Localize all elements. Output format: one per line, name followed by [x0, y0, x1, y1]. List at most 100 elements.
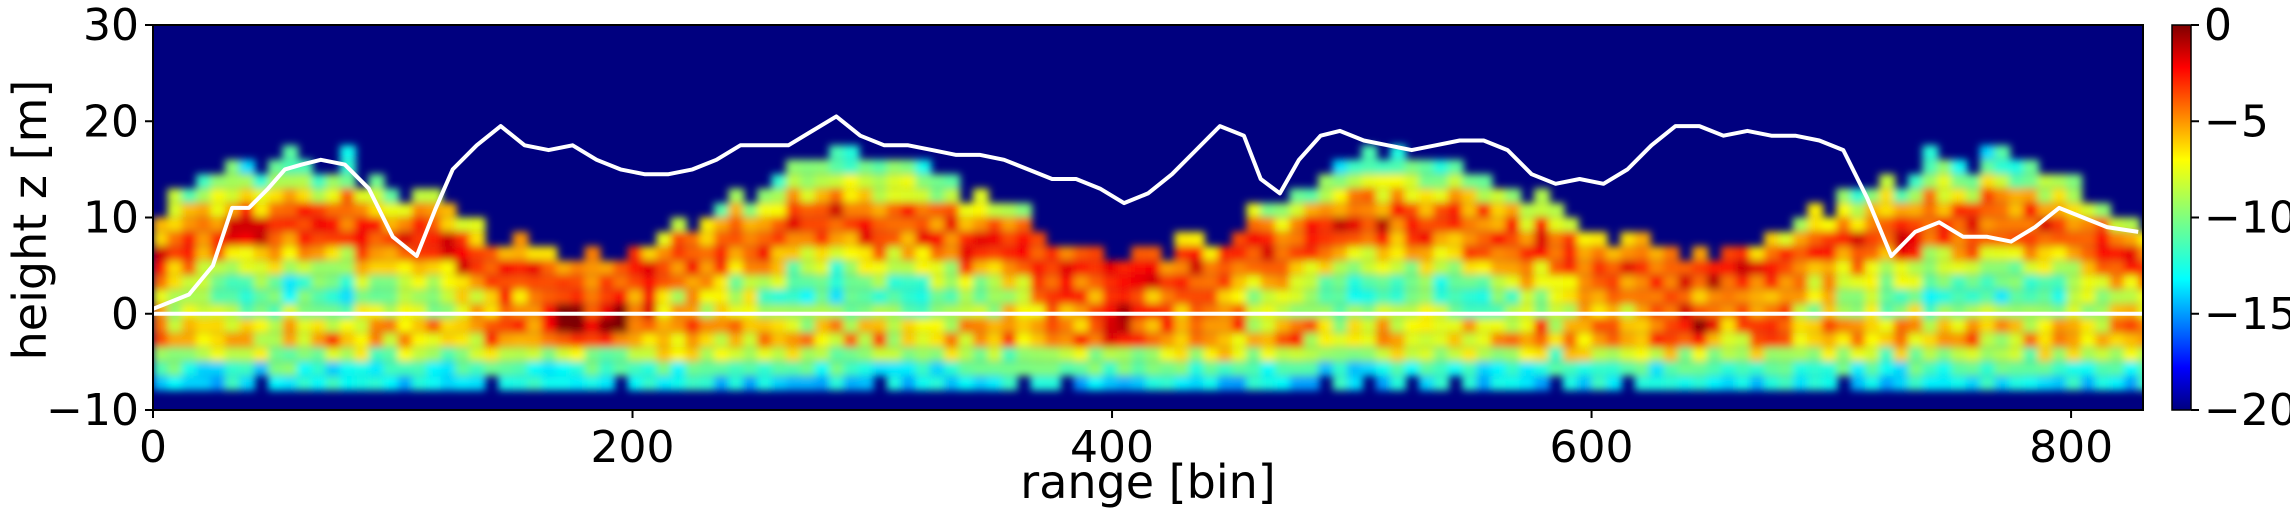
- heatmap-cell: [311, 188, 328, 203]
- heatmap-cell: [714, 260, 731, 275]
- heatmap-cell: [1936, 304, 1953, 319]
- heatmap-cell: [642, 347, 659, 362]
- heatmap-cell: [1447, 361, 1464, 376]
- heatmap-cell: [325, 361, 342, 376]
- heatmap-cell: [325, 333, 342, 347]
- heatmap-cell: [1792, 246, 1809, 261]
- heatmap-cell: [1404, 347, 1421, 362]
- heatmap-cell: [1792, 289, 1809, 304]
- heatmap-cell: [2066, 260, 2083, 275]
- heatmap-cell: [181, 246, 198, 261]
- heatmap-cell: [354, 376, 371, 391]
- heatmap-cell: [584, 289, 601, 304]
- heatmap-cell: [555, 289, 572, 304]
- heatmap-cell: [901, 159, 918, 174]
- heatmap-cell: [196, 246, 213, 261]
- heatmap-cell: [368, 217, 385, 232]
- heatmap-cell: [944, 260, 961, 275]
- heatmap-cell: [2066, 347, 2083, 362]
- heatmap-cell: [1361, 188, 1378, 203]
- heatmap-cell: [153, 289, 169, 304]
- heatmap-cell: [1347, 159, 1363, 174]
- heatmap-cell: [757, 188, 774, 203]
- heatmap-cell: [972, 203, 989, 218]
- heatmap-cell: [929, 203, 946, 218]
- heatmap-cell: [714, 333, 731, 347]
- heatmap-cell: [1275, 217, 1292, 232]
- heatmap-cell: [742, 289, 759, 304]
- heatmap-cell: [1749, 347, 1766, 362]
- heatmap-cell: [1792, 318, 1809, 333]
- heatmap-cell: [670, 275, 687, 290]
- heatmap-cell: [800, 231, 817, 246]
- heatmap-cell: [196, 361, 213, 376]
- heatmap-cell: [311, 361, 328, 376]
- heatmap-cell: [1620, 246, 1637, 261]
- heatmap-cell: [1375, 174, 1392, 189]
- heatmap-cell: [1591, 260, 1608, 275]
- heatmap-cell: [800, 347, 817, 362]
- heatmap-cell: [340, 376, 357, 391]
- heatmap-cell: [1375, 289, 1392, 304]
- heatmap-cell: [2095, 246, 2112, 261]
- heatmap-cell: [440, 289, 457, 304]
- heatmap-cell: [1663, 246, 1680, 261]
- heatmap-cell: [2109, 376, 2126, 391]
- heatmap-cell: [800, 304, 817, 319]
- heatmap-cell: [901, 376, 918, 391]
- heatmap-cell: [1677, 289, 1694, 304]
- heatmap-cell: [915, 217, 932, 232]
- heatmap-cell: [1332, 203, 1349, 218]
- heatmap-cell: [455, 289, 472, 304]
- heatmap-cell: [411, 217, 428, 232]
- heatmap-cell: [1505, 304, 1522, 319]
- heatmap-cell: [1361, 246, 1378, 261]
- heatmap-cell: [1490, 304, 1507, 319]
- heatmap-cell: [1663, 376, 1680, 391]
- heatmap-cell: [2109, 231, 2126, 246]
- heatmap-cell: [929, 318, 946, 333]
- heatmap-cell: [1318, 260, 1335, 275]
- heatmap-cell: [944, 275, 961, 290]
- heatmap-cell: [2066, 289, 2083, 304]
- heatmap-cell: [483, 304, 500, 319]
- heatmap-cell: [757, 231, 774, 246]
- heatmap-cell: [656, 376, 673, 391]
- heatmap-cell: [1447, 174, 1464, 189]
- heatmap-cell: [1102, 318, 1119, 333]
- heatmap-cell: [555, 376, 572, 391]
- heatmap-cell: [1692, 347, 1709, 362]
- heatmap-cell: [829, 333, 846, 347]
- heatmap-cell: [455, 333, 472, 347]
- heatmap-cell: [1016, 318, 1033, 333]
- heatmap-cell: [426, 347, 443, 362]
- heatmap-cell: [972, 260, 989, 275]
- heatmap-cell: [153, 246, 169, 261]
- heatmap-cell: [1836, 361, 1853, 376]
- heatmap-cell: [1347, 289, 1363, 304]
- heatmap-cell: [857, 289, 874, 304]
- heatmap-cell: [929, 289, 946, 304]
- heatmap-cell: [2023, 318, 2040, 333]
- heatmap-cell: [958, 260, 975, 275]
- heatmap-cell: [2051, 246, 2068, 261]
- heatmap-cell: [1922, 145, 1939, 160]
- heatmap-cell: [728, 203, 745, 218]
- heatmap-cell: [1260, 304, 1277, 319]
- heatmap-cell: [800, 159, 817, 174]
- heatmap-cell: [1548, 289, 1565, 304]
- heatmap-cell: [1030, 333, 1047, 347]
- heatmap-cell: [167, 260, 184, 275]
- heatmap-cell: [1979, 159, 1996, 174]
- heatmap-cell: [2138, 347, 2143, 362]
- heatmap-cell: [1951, 361, 1968, 376]
- heatmap-cell: [1203, 361, 1220, 376]
- heatmap-cell: [785, 246, 802, 261]
- heatmap-cell: [1663, 333, 1680, 347]
- heatmap-cell: [742, 318, 759, 333]
- heatmap-cell: [455, 361, 472, 376]
- heatmap-cell: [1361, 203, 1378, 218]
- heatmap-cell: [1390, 347, 1407, 362]
- heatmap-cell: [268, 246, 285, 261]
- heatmap-cell: [929, 304, 946, 319]
